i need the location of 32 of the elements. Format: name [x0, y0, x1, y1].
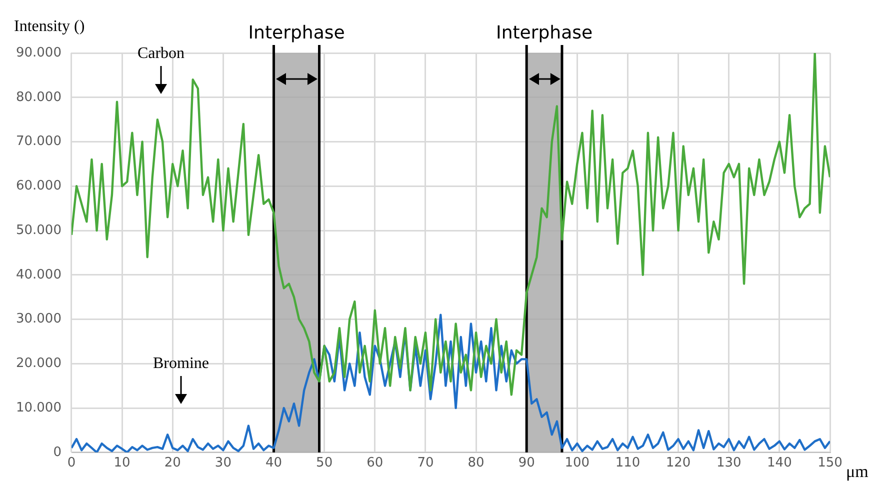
y-tick-label: 90.000 — [16, 45, 62, 60]
y-tick-label: 40.000 — [16, 267, 62, 282]
y-tick-label: 60.000 — [16, 178, 62, 194]
x-tick-label: 0 — [67, 456, 76, 471]
x-tick-label: 150 — [818, 456, 842, 471]
band-label: Interphase — [496, 22, 593, 44]
annotation: Bromine — [153, 355, 209, 372]
x-tick-label: 110 — [615, 456, 640, 471]
x-tick-label: 90 — [518, 456, 535, 471]
x-tick-label: 70 — [417, 456, 434, 471]
band-label: Interphase — [248, 22, 345, 44]
x-tick-label: 10 — [114, 456, 130, 471]
x-tick-label: 40 — [265, 456, 282, 471]
y-tick-label: 30.000 — [16, 312, 62, 327]
y-tick-label: 50.000 — [16, 222, 62, 238]
x-axis-title: μm — [846, 462, 868, 481]
x-tick-label: 30 — [214, 456, 232, 471]
y-tick-label: 80.000 — [16, 90, 62, 105]
x-tick-label: 80 — [468, 456, 484, 471]
x-tick-label: 60 — [366, 456, 384, 471]
y-tick-label: 20.000 — [16, 356, 62, 372]
x-tick-label: 130 — [716, 456, 742, 471]
y-tick-label: 0 — [53, 444, 62, 460]
x-tick-label: 100 — [564, 456, 590, 471]
y-tick-label: 70.000 — [16, 134, 62, 150]
x-tick-label: 140 — [767, 456, 792, 471]
x-tick-label: 50 — [316, 456, 333, 471]
x-tick-label: 20 — [164, 456, 181, 471]
y-axis-title: Intensity () — [14, 18, 85, 36]
x-tick-label: 120 — [666, 456, 691, 471]
y-tick-label: 10.000 — [16, 400, 62, 416]
annotation: Carbon — [137, 45, 185, 62]
